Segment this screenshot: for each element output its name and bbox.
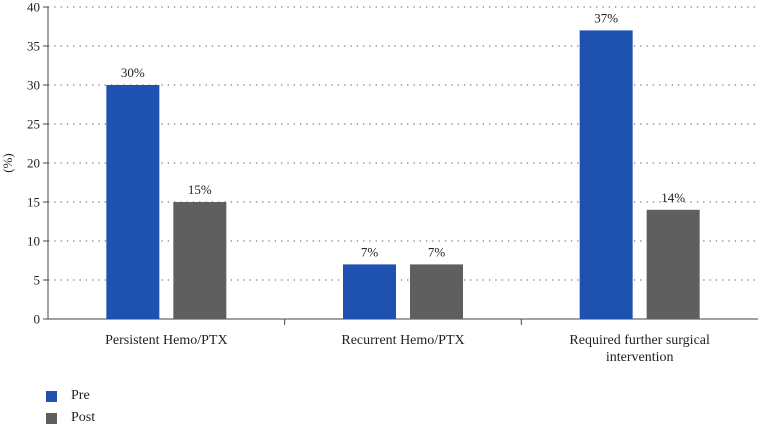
bar-pre-1 xyxy=(343,264,396,319)
data-label-post-1: 7% xyxy=(428,244,446,259)
legend: Pre Post xyxy=(46,386,95,430)
y-axis-label: (%) xyxy=(0,153,15,173)
bar-pre-2 xyxy=(579,30,633,320)
y-tick-label: 15 xyxy=(27,195,40,210)
category-label-2: Required further surgical intervention xyxy=(569,333,710,365)
y-tick-label: 25 xyxy=(27,117,40,132)
bar-pre-0 xyxy=(106,85,160,319)
legend-item-post: Post xyxy=(46,408,95,428)
y-tick-label: 35 xyxy=(27,39,40,54)
category-label-line: Required further surgical xyxy=(569,333,710,348)
category-label-line: intervention xyxy=(606,350,674,365)
category-label-1: Recurrent Hemo/PTX xyxy=(341,333,464,348)
y-tick-label: 0 xyxy=(34,312,41,327)
data-label-post-2: 14% xyxy=(661,190,685,205)
data-label-post-0: 15% xyxy=(188,182,212,197)
data-label-pre-0: 30% xyxy=(121,65,145,80)
bar-post-0 xyxy=(173,202,227,319)
data-label-pre-1: 7% xyxy=(361,244,379,259)
legend-swatch-pre xyxy=(46,390,57,402)
data-label-pre-2: 37% xyxy=(594,10,618,25)
y-tick-label: 40 xyxy=(27,0,40,15)
y-tick-label: 10 xyxy=(27,234,40,249)
category-label-line: Persistent Hemo/PTX xyxy=(105,333,228,348)
bar-post-2 xyxy=(646,209,700,319)
bar-post-1 xyxy=(410,264,463,319)
y-tick-label: 30 xyxy=(27,78,40,93)
legend-item-pre: Pre xyxy=(46,386,95,406)
legend-swatch-post xyxy=(46,412,57,424)
category-label-0: Persistent Hemo/PTX xyxy=(105,333,228,348)
legend-label-post: Post xyxy=(71,410,96,425)
legend-label-pre: Pre xyxy=(71,388,90,403)
y-tick-label: 20 xyxy=(27,156,40,171)
y-tick-label: 5 xyxy=(34,273,41,288)
category-label-line: Recurrent Hemo/PTX xyxy=(341,333,464,348)
